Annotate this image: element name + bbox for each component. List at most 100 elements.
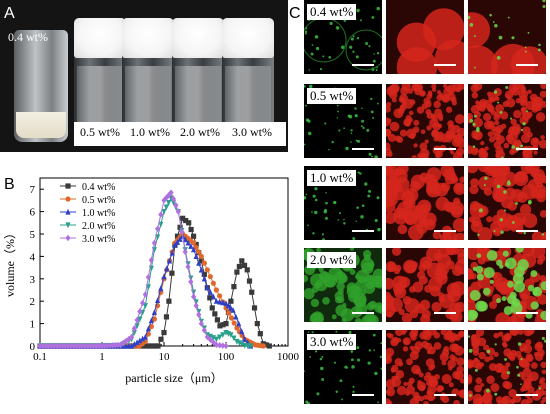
series-2-point-43 [158,285,164,292]
vial-label-4: 3.0 wt% [232,125,272,140]
scale-bar [516,64,538,66]
series-1-point-67 [228,315,235,321]
series-4-point-24 [104,342,110,349]
series-0-point-71 [231,284,237,290]
series-4-point-32 [126,335,132,343]
series-1-point-60 [207,273,213,280]
series-1-point-58 [201,260,207,266]
scale-bar [434,64,456,66]
series-4-point-12 [71,342,77,350]
series-1-point-57 [198,253,204,259]
scale-bar [434,148,456,150]
series-0-point-46 [163,314,170,320]
series-4-point-19 [90,342,97,350]
series-2-point-57 [196,259,202,266]
vial-label-1: 0.5 wt% [80,125,120,140]
scale-bar [352,64,374,66]
series-0-point-64 [212,311,218,317]
series-0-point-68 [223,321,229,327]
panel-letter-c: C [289,5,301,22]
series-0-point-54 [186,220,192,226]
scale-bar [352,148,374,150]
scale-bar [434,394,456,396]
micrograph-r1-c0: 0.5 wt% [304,84,382,158]
series-3-point-45 [163,204,169,211]
series-2-point-53 [185,239,191,246]
legend-label-4: 3.0 wt% [82,234,115,245]
series-1-point-62 [213,287,219,293]
series-2-point-59 [201,275,207,282]
legend-label-2: 1.0 wt% [82,208,115,219]
series-3-point-44 [161,209,167,215]
series-0-point-56 [190,233,197,239]
legend-label-3: 2.0 wt% [82,221,115,232]
series-4-point-46 [166,191,172,199]
vial-1.0wt [122,18,174,138]
row-label-3: 2.0 wt% [307,252,357,268]
series-2-point-46 [166,257,173,264]
series-0-point-44 [158,336,164,342]
series-4-point-10 [65,342,71,350]
series-0-point-50 [174,233,181,239]
series-0-point-84 [266,343,272,349]
series-0-point-74 [239,258,245,264]
series-1-point-55 [193,244,199,251]
scale-bar [352,394,374,396]
micrograph-r3-c2 [468,248,546,322]
micrograph-r4-c2 [468,330,546,404]
series-4-point-39 [145,274,151,281]
series-2-point-71 [236,320,242,327]
series-2-point-72 [239,328,245,335]
series-4-point-33 [128,333,135,341]
series-0-point-66 [217,323,223,329]
legend-marker-1 [65,196,71,202]
vial-label-0: 0.4 wt% [8,30,48,44]
x-tick-label-1: 1 [99,351,105,363]
panel-letter-b: B [4,176,15,193]
series-4-point-54 [188,278,194,285]
series-2-point-66 [223,300,229,307]
series-0-point-60 [201,271,207,277]
series-0-point-67 [220,322,226,328]
series-1-point-69 [234,325,240,331]
legend-marker-3 [65,222,71,229]
series-2-point-40 [148,317,154,324]
y-tick-label-5: 5 [30,229,36,241]
series-4-point-62 [210,339,216,346]
x-tick-label-0: 0.1 [33,351,47,363]
series-2-point-36 [137,337,143,344]
series-2-point-55 [190,246,197,253]
series-4-point-35 [134,316,140,324]
scale-bar [352,230,374,232]
series-4-point-16 [82,342,88,350]
series-0-point-53 [183,217,189,224]
series-1-point-54 [190,240,197,246]
series-4-point-21 [96,342,102,350]
scale-bar [434,312,456,314]
series-4-point-52 [182,248,188,256]
series-1-point-68 [231,320,237,326]
series-0-point-77 [246,278,253,284]
y-tick-label-6: 6 [30,207,36,219]
series-1-point-63 [216,293,223,299]
series-2-point-41 [151,309,157,315]
series-4-point-64 [216,342,223,349]
series-4-point-7 [57,342,63,350]
micrograph-r1-c2 [468,84,546,158]
scale-bar [352,312,374,314]
series-4-point-3 [45,342,52,350]
series-1-point-40 [151,316,157,322]
series-line-2 [40,235,252,347]
chart-svg: 0.1 1 10 100 1000 0 1 2 3 4 5 6 7 particle size（μm） vo… [3,177,300,385]
series-2-point-65 [220,299,226,306]
scale-bar [516,312,538,314]
legend-label-0: 0.4 wt% [82,182,115,193]
series-4-point-34 [131,325,137,332]
series-2-point-67 [225,302,231,309]
series-2-point-50 [177,236,183,242]
series-4-point-63 [213,341,219,349]
series-2-point-47 [169,249,175,256]
series-2-point-45 [164,265,170,272]
scale-bar [516,148,538,150]
scale-bar [516,230,538,232]
